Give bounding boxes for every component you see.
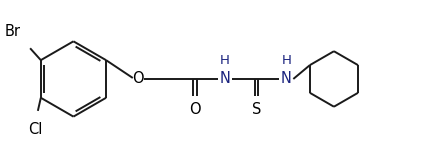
Text: Cl: Cl — [28, 122, 42, 137]
Text: N: N — [281, 71, 292, 87]
Text: Br: Br — [5, 24, 21, 39]
Text: H: H — [281, 54, 291, 67]
Text: N: N — [220, 71, 230, 87]
Text: O: O — [132, 71, 144, 87]
Text: O: O — [189, 102, 201, 117]
Text: S: S — [252, 102, 262, 117]
Text: H: H — [220, 54, 230, 67]
